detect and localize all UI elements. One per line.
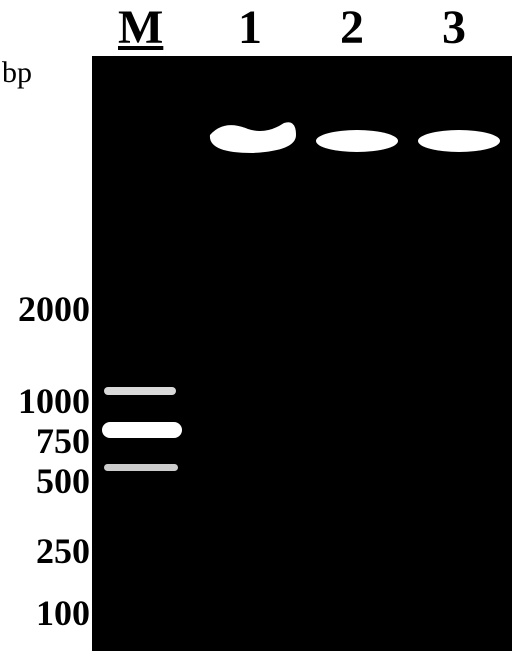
gel-area (92, 56, 512, 651)
bp-750-text: 750 (36, 421, 90, 461)
lane-header-3: 3 (442, 0, 466, 55)
gel-figure: M 1 2 3 bp 2000 1000 750 500 250 100 (0, 0, 527, 662)
lane-header-1-label: 1 (238, 1, 262, 54)
bp-250-text: 250 (36, 531, 90, 571)
bp-unit-label: bp (2, 56, 32, 90)
bp-unit-text: bp (2, 56, 32, 89)
lane-header-2-label: 2 (340, 1, 364, 54)
lane-header-1: 1 (238, 0, 262, 55)
bp-label-2000: 2000 (0, 288, 90, 330)
lane-header-3-label: 3 (442, 1, 466, 54)
sample-band-lane3 (416, 128, 502, 154)
sample-band-lane1 (204, 117, 299, 157)
lane-headers-row: M 1 2 3 (0, 0, 527, 56)
bp-500-text: 500 (36, 461, 90, 501)
bp-label-1000: 1000 (0, 380, 90, 422)
marker-band-750 (102, 422, 182, 438)
lane-header-m: M (118, 0, 163, 55)
bp-label-100: 100 (0, 592, 90, 634)
marker-band-500 (104, 464, 178, 471)
sample-band-lane2 (314, 128, 400, 154)
bp-1000-text: 1000 (18, 381, 90, 421)
lane-header-2: 2 (340, 0, 364, 55)
marker-band-1000 (104, 387, 176, 395)
lane-header-m-label: M (118, 1, 163, 54)
bp-2000-text: 2000 (18, 289, 90, 329)
bp-100-text: 100 (36, 593, 90, 633)
bp-label-250: 250 (0, 530, 90, 572)
bp-label-500: 500 (0, 460, 90, 502)
bp-label-750: 750 (0, 420, 90, 462)
